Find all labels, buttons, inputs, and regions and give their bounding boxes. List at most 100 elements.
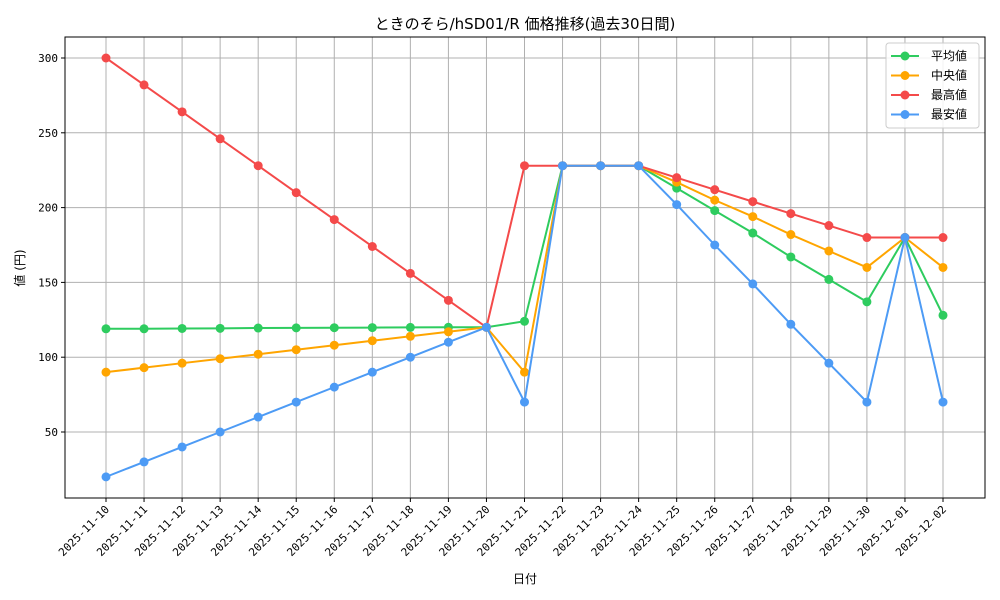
data-point bbox=[786, 209, 796, 219]
legend-label: 平均値 bbox=[931, 48, 967, 63]
data-point bbox=[253, 412, 263, 422]
y-tick-label: 100 bbox=[38, 351, 58, 364]
data-point bbox=[329, 323, 339, 333]
data-point bbox=[139, 80, 149, 90]
y-axis-ticks: 50 100 150 200 250 300 bbox=[38, 52, 65, 439]
data-point bbox=[672, 200, 682, 210]
data-point bbox=[520, 161, 529, 171]
legend-item: 最高値 bbox=[891, 87, 967, 102]
legend-label: 最高値 bbox=[931, 87, 967, 102]
data-point bbox=[900, 233, 910, 243]
data-point bbox=[215, 323, 225, 333]
data-point bbox=[215, 134, 225, 144]
data-point bbox=[748, 212, 758, 222]
data-point bbox=[862, 233, 872, 243]
data-point bbox=[405, 352, 415, 362]
data-point bbox=[405, 331, 415, 341]
data-point bbox=[177, 358, 187, 368]
data-point bbox=[481, 322, 491, 332]
y-axis-label: 値 (円) bbox=[12, 249, 27, 286]
legend-marker-icon bbox=[900, 90, 910, 100]
legend-label: 中央値 bbox=[931, 68, 967, 83]
chart-title: ときのそら/hSD01/R 価格推移(過去30日間) bbox=[375, 15, 676, 33]
data-point bbox=[938, 310, 948, 320]
data-point bbox=[101, 53, 111, 63]
y-tick-label: 150 bbox=[38, 276, 58, 289]
data-point bbox=[177, 323, 187, 333]
data-point bbox=[634, 161, 644, 171]
data-point bbox=[710, 185, 720, 195]
data-point bbox=[101, 324, 111, 334]
data-point bbox=[824, 358, 834, 368]
data-series bbox=[101, 53, 948, 482]
data-point bbox=[291, 323, 301, 333]
data-point bbox=[367, 241, 377, 251]
data-point bbox=[139, 363, 149, 373]
data-point bbox=[710, 195, 720, 205]
legend-marker-icon bbox=[900, 71, 910, 80]
data-point bbox=[748, 228, 758, 238]
legend-item: 平均値 bbox=[891, 48, 967, 63]
legend-label: 最安値 bbox=[931, 107, 967, 122]
data-point bbox=[291, 345, 301, 355]
data-point bbox=[672, 173, 682, 183]
data-point bbox=[862, 262, 872, 272]
data-point bbox=[786, 319, 796, 329]
legend-box bbox=[885, 42, 980, 129]
legend-item: 最安値 bbox=[891, 107, 967, 122]
data-point bbox=[824, 274, 834, 284]
data-point bbox=[101, 367, 111, 377]
data-point bbox=[291, 397, 301, 407]
y-tick-label: 250 bbox=[38, 127, 58, 140]
data-point bbox=[329, 340, 339, 350]
data-point bbox=[177, 107, 187, 117]
data-point bbox=[367, 367, 377, 377]
data-point bbox=[253, 349, 263, 359]
data-point bbox=[101, 472, 111, 482]
data-point bbox=[443, 327, 453, 337]
data-point bbox=[253, 323, 263, 333]
data-point bbox=[862, 397, 872, 407]
data-point bbox=[824, 246, 834, 256]
data-point bbox=[938, 233, 948, 243]
grid-lines bbox=[65, 37, 985, 498]
data-point bbox=[558, 161, 568, 171]
data-point bbox=[253, 161, 263, 171]
data-point bbox=[215, 427, 225, 437]
data-point bbox=[291, 188, 301, 198]
series-3 bbox=[101, 161, 948, 482]
data-point bbox=[520, 367, 529, 377]
data-point bbox=[520, 316, 529, 326]
data-point bbox=[748, 279, 758, 289]
data-point bbox=[367, 323, 377, 333]
data-point bbox=[367, 336, 377, 346]
data-point bbox=[177, 442, 187, 452]
x-axis-label: 日付 bbox=[513, 572, 537, 586]
data-point bbox=[938, 397, 948, 407]
data-point bbox=[710, 240, 720, 250]
data-point bbox=[139, 324, 149, 334]
legend-item: 中央値 bbox=[891, 68, 967, 83]
data-point bbox=[405, 322, 415, 332]
data-point bbox=[215, 354, 225, 364]
data-point bbox=[748, 197, 758, 207]
data-point bbox=[938, 262, 948, 272]
data-point bbox=[329, 215, 339, 225]
legend-marker-icon bbox=[900, 51, 910, 61]
data-point bbox=[443, 295, 453, 305]
y-tick-label: 300 bbox=[38, 52, 58, 65]
data-point bbox=[405, 268, 415, 278]
data-point bbox=[786, 230, 796, 240]
y-tick-label: 200 bbox=[38, 202, 58, 215]
data-point bbox=[596, 161, 606, 171]
legend-marker-icon bbox=[900, 110, 910, 119]
data-point bbox=[520, 397, 529, 407]
data-point bbox=[139, 457, 149, 467]
data-point bbox=[862, 297, 872, 307]
series-2 bbox=[101, 53, 948, 332]
x-axis-ticks: 2025-11-102025-11-112025-11-122025-11-13… bbox=[56, 498, 949, 559]
data-point bbox=[443, 337, 453, 347]
data-point bbox=[824, 221, 834, 231]
